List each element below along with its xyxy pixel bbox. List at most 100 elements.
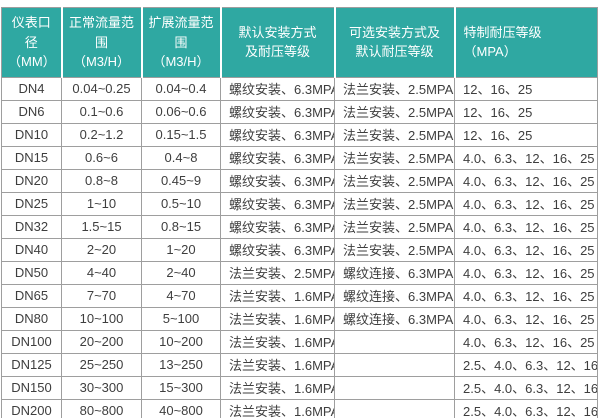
- column-header-4: 默认安装方式 及耐压等级: [219, 7, 335, 77]
- table-cell: [334, 329, 455, 354]
- table-cell: [334, 375, 455, 400]
- table-cell: 80~800: [61, 398, 142, 418]
- table-cell: 法兰安装、2.5MPA: [334, 122, 455, 147]
- table-cell: DN25: [1, 191, 62, 216]
- column-header-3: 扩展流量范围 （M3/H）: [140, 7, 221, 77]
- table-cell: 法兰安装、1.6MPA: [220, 283, 335, 308]
- table-row: DN150 30~300 15~300 法兰安装、1.6MPA 2.5、4.0、6.3、…: [1, 375, 598, 400]
- table-row: DN50 4~40 2~40 法兰安装、2.5MPA 螺纹连接、6.3MPA 4.0、6.…: [1, 260, 598, 285]
- table-row: DN6 0.1~0.6 0.06~0.6 螺纹安装、6.3MPA 法兰安装、2.5MPA…: [1, 99, 598, 124]
- table-cell: 螺纹安装、6.3MPA: [220, 145, 335, 170]
- table-row: DN200 80~800 40~800 法兰安装、1.6MPA 2.5、4.0、6.3、…: [1, 398, 598, 418]
- table-row: DN40 2~20 1~20 螺纹安装、6.3MPA 法兰安装、2.5MPA 4.0、6.…: [1, 237, 598, 262]
- table-cell: DN4: [1, 76, 62, 101]
- table-cell: [334, 352, 455, 377]
- table-cell: 5~100: [141, 306, 221, 331]
- table-cell: 0.2~1.2: [61, 122, 142, 147]
- table-cell: 法兰安装、2.5MPA: [334, 214, 455, 239]
- table-cell: 法兰安装、1.6MPA: [220, 375, 335, 400]
- table-cell: 螺纹安装、6.3MPA: [220, 214, 335, 239]
- table-cell: 2~40: [141, 260, 221, 285]
- table-cell: 30~300: [61, 375, 142, 400]
- table-cell: 10~200: [141, 329, 221, 354]
- column-header-6: 特制耐压等级 （MPA）: [453, 7, 598, 77]
- table-row: DN100 20~200 10~200 法兰安装、1.6MPA 4.0、6.3、12、1…: [1, 329, 598, 354]
- table-cell: DN150: [1, 375, 62, 400]
- table-cell: DN20: [1, 168, 62, 193]
- table-header: 仪表口径 （MM） 正常流量范围 （M3/H） 扩展流量范围 （M3/H） 默认安装方…: [1, 7, 598, 77]
- table-row: DN25 1~10 0.5~10 螺纹安装、6.3MPA 法兰安装、2.5MPA 4.0、…: [1, 191, 598, 216]
- table-cell: 4.0、6.3、12、16、25: [454, 306, 598, 331]
- table-cell: 0.04~0.25: [61, 76, 142, 101]
- table-cell: DN32: [1, 214, 62, 239]
- table-cell: 10~100: [61, 306, 142, 331]
- table-cell: 螺纹安装、6.3MPA: [220, 168, 335, 193]
- table-cell: 0.45~9: [141, 168, 221, 193]
- table-cell: DN125: [1, 352, 62, 377]
- table-cell: 4.0、6.3、12、16、25: [454, 237, 598, 262]
- table-body: DN4 0.04~0.25 0.04~0.4 螺纹安装、6.3MPA 法兰安装、2.5M…: [1, 76, 598, 418]
- table-cell: 4.0、6.3、12、16、25: [454, 168, 598, 193]
- table-cell: 2~20: [61, 237, 142, 262]
- table-cell: 螺纹安装、6.3MPA: [220, 76, 335, 101]
- table-cell: DN80: [1, 306, 62, 331]
- table-cell: 12、16、25: [454, 122, 598, 147]
- table-cell: DN15: [1, 145, 62, 170]
- table-cell: 法兰安装、2.5MPA: [334, 237, 455, 262]
- table-cell: 4~40: [61, 260, 142, 285]
- table-cell: 13~250: [141, 352, 221, 377]
- table-cell: 0.04~0.4: [141, 76, 221, 101]
- table-cell: 0.6~6: [61, 145, 142, 170]
- table-row: DN32 1.5~15 0.8~15 螺纹安装、6.3MPA 法兰安装、2.5MPA 4.…: [1, 214, 598, 239]
- table-cell: 4.0、6.3、12、16、25: [454, 214, 598, 239]
- table-cell: 螺纹安装、6.3MPA: [220, 191, 335, 216]
- table-cell: 0.06~0.6: [141, 99, 221, 124]
- table-row: DN20 0.8~8 0.45~9 螺纹安装、6.3MPA 法兰安装、2.5MPA 4.0…: [1, 168, 598, 193]
- table-row: DN15 0.6~6 0.4~8 螺纹安装、6.3MPA 法兰安装、2.5MPA 4.0、…: [1, 145, 598, 170]
- table-cell: 2.5、4.0、6.3、12、16: [454, 375, 598, 400]
- table-cell: 40~800: [141, 398, 221, 418]
- table-row: DN65 7~70 4~70 法兰安装、1.6MPA 螺纹连接、6.3MPA 4.0、6.…: [1, 283, 598, 308]
- table-cell: 4.0、6.3、12、16、25: [454, 329, 598, 354]
- table-row: DN125 25~250 13~250 法兰安装、1.6MPA 2.5、4.0、6.3、…: [1, 352, 598, 377]
- table-row: DN10 0.2~1.2 0.15~1.5 螺纹安装、6.3MPA 法兰安装、2.5MP…: [1, 122, 598, 147]
- table-cell: 2.5、4.0、6.3、12、16: [454, 398, 598, 418]
- table-cell: 0.5~10: [141, 191, 221, 216]
- table-cell: 4.0、6.3、12、16、25: [454, 145, 598, 170]
- table-cell: DN50: [1, 260, 62, 285]
- table-row: DN4 0.04~0.25 0.04~0.4 螺纹安装、6.3MPA 法兰安装、2.5M…: [1, 76, 598, 101]
- table-cell: 0.4~8: [141, 145, 221, 170]
- table-cell: 0.15~1.5: [141, 122, 221, 147]
- table-cell: 0.1~0.6: [61, 99, 142, 124]
- table-cell: 螺纹连接、6.3MPA: [334, 306, 455, 331]
- table-cell: DN65: [1, 283, 62, 308]
- flow-meter-spec-table: 仪表口径 （MM） 正常流量范围 （M3/H） 扩展流量范围 （M3/H） 默认安装方…: [1, 7, 598, 418]
- column-header-2: 正常流量范围 （M3/H）: [60, 7, 142, 77]
- table-cell: 2.5、4.0、6.3、12、16: [454, 352, 598, 377]
- table-cell: 12、16、25: [454, 99, 598, 124]
- table-cell: 法兰安装、2.5MPA: [334, 168, 455, 193]
- table-cell: 螺纹连接、6.3MPA: [334, 283, 455, 308]
- table-cell: 7~70: [61, 283, 142, 308]
- table-cell: 螺纹安装、6.3MPA: [220, 99, 335, 124]
- table-cell: 1~10: [61, 191, 142, 216]
- table-cell: 法兰安装、2.5MPA: [334, 191, 455, 216]
- table-cell: 螺纹安装、6.3MPA: [220, 237, 335, 262]
- table-cell: 25~250: [61, 352, 142, 377]
- table-cell: DN100: [1, 329, 62, 354]
- table-cell: DN6: [1, 99, 62, 124]
- table-cell: [334, 398, 455, 418]
- table-cell: 12、16、25: [454, 76, 598, 101]
- table-cell: 0.8~8: [61, 168, 142, 193]
- table-cell: 15~300: [141, 375, 221, 400]
- table-cell: 0.8~15: [141, 214, 221, 239]
- table-cell: 法兰安装、1.6MPA: [220, 306, 335, 331]
- table-cell: 4.0、6.3、12、16、25: [454, 283, 598, 308]
- table-cell: 法兰安装、1.6MPA: [220, 329, 335, 354]
- table-cell: 法兰安装、2.5MPA: [334, 76, 455, 101]
- table-cell: 1.5~15: [61, 214, 142, 239]
- table-cell: 法兰安装、2.5MPA: [220, 260, 335, 285]
- table-cell: 法兰安装、1.6MPA: [220, 398, 335, 418]
- column-header-5: 可选安装方式及 默认耐压等级: [333, 7, 455, 77]
